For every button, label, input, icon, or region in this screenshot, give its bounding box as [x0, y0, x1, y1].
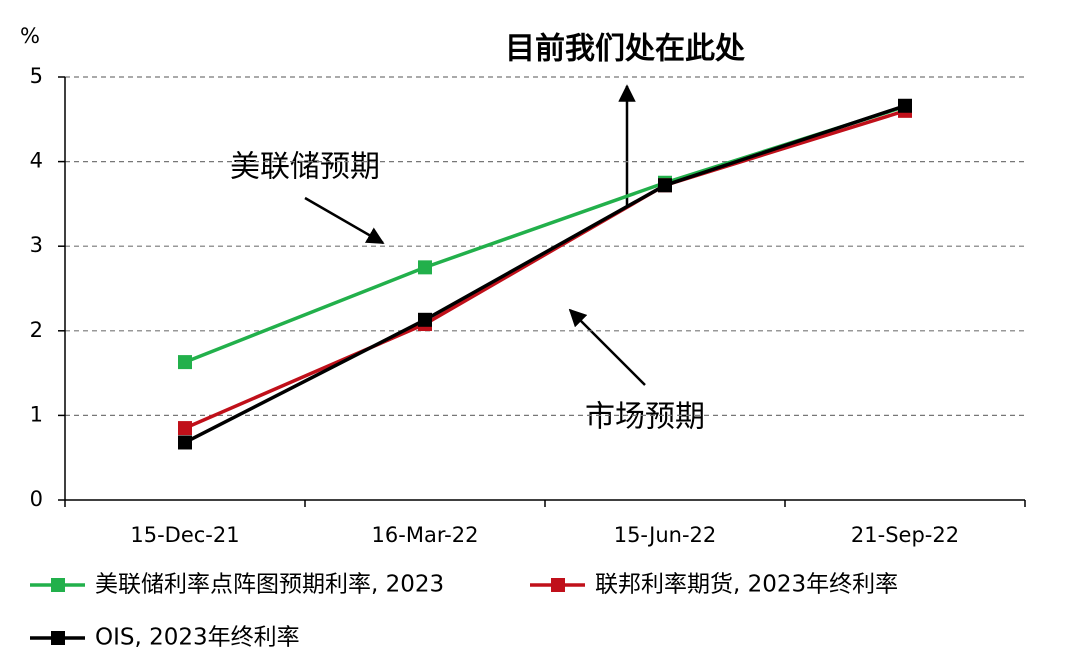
- point-marker: [178, 421, 192, 436]
- y-tick-label: 2: [30, 318, 43, 342]
- legend-label: 联邦利率期货, 2023年终利率: [595, 572, 898, 598]
- point-marker: [898, 98, 912, 113]
- legend-marker: [51, 631, 65, 645]
- legend-label: 美联储利率点阵图预期利率, 2023: [95, 572, 444, 598]
- y-tick-label: 3: [30, 233, 43, 257]
- annotation-arrow: [568, 308, 646, 386]
- series-line: [184, 109, 906, 430]
- annotation-arrow: [304, 196, 385, 245]
- y-tick-label: 1: [30, 402, 43, 426]
- x-tick-label: 15-Jun-22: [614, 523, 717, 547]
- point-marker: [418, 260, 432, 275]
- chart-title: 目前我们处在此处: [505, 32, 745, 67]
- x-tick-label: 15-Dec-21: [130, 523, 239, 547]
- annotation: 美联储预期: [230, 150, 380, 185]
- legend-label: OIS, 2023年终利率: [95, 625, 300, 651]
- legend-marker: [51, 578, 65, 592]
- y-tick-label: 4: [30, 149, 43, 173]
- point-marker: [658, 178, 672, 193]
- point-marker: [178, 435, 192, 450]
- y-tick-label: 0: [30, 487, 43, 511]
- series-line: [184, 104, 906, 445]
- point-marker: [418, 312, 432, 327]
- y-tick-label: 5: [30, 64, 43, 88]
- point-marker: [178, 355, 192, 370]
- x-tick-label: 21-Sep-22: [851, 523, 959, 547]
- legend-marker: [551, 578, 565, 592]
- y-axis-label: %: [20, 24, 40, 48]
- x-tick-label: 16-Mar-22: [372, 523, 479, 547]
- annotation: 市场预期: [585, 400, 705, 435]
